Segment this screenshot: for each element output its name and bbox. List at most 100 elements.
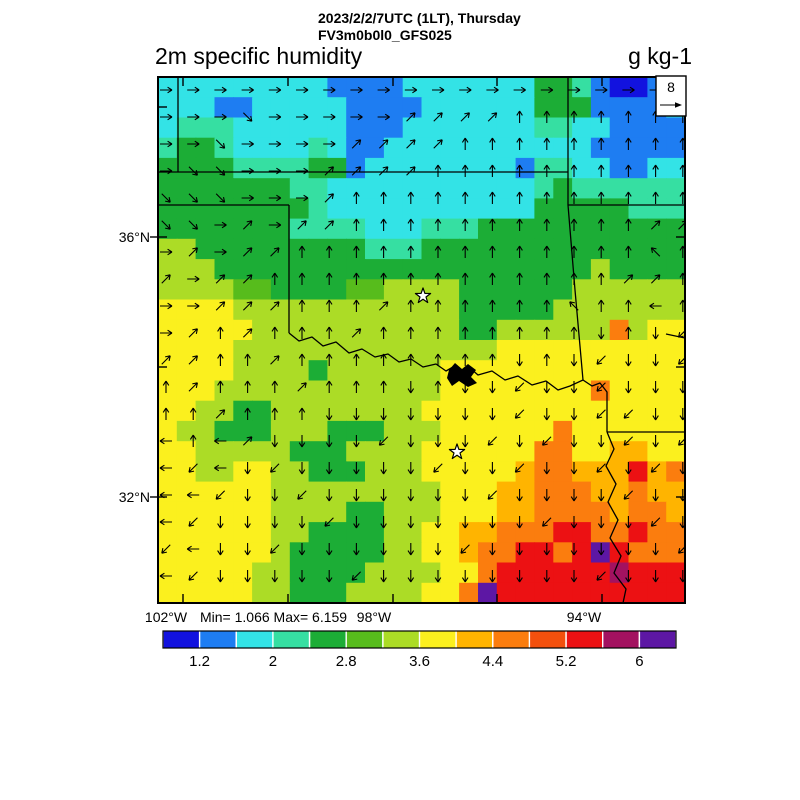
humidity-cell (496, 157, 517, 179)
humidity-cell (534, 481, 554, 503)
humidity-cell (628, 77, 648, 98)
colorbar-segment (346, 631, 383, 648)
tx-la-sabine-border (605, 431, 627, 603)
wind-arrow-icon (161, 355, 171, 365)
humidity-cell (459, 481, 479, 503)
humidity-cell (666, 198, 685, 220)
humidity-cell (440, 259, 460, 280)
humidity-cell (440, 198, 460, 220)
humidity-cell (647, 238, 667, 260)
humidity-cell (233, 238, 253, 260)
wind-arrow-icon (461, 272, 469, 285)
humidity-cell (572, 178, 592, 200)
wind-arrow-icon (325, 299, 333, 312)
humidity-cell (440, 77, 460, 98)
humidity-cell (553, 441, 573, 463)
humidity-cell (346, 562, 366, 584)
wind-arrow-icon (407, 435, 415, 448)
wind-arrow-icon (380, 489, 387, 502)
humidity-cell (158, 299, 178, 321)
humidity-cell (628, 582, 648, 603)
wind-arrow-icon (461, 326, 469, 339)
humidity-cell (270, 137, 291, 159)
humidity-cell (252, 582, 272, 603)
wind-arrow-icon (268, 113, 282, 121)
humidity-cell (647, 562, 667, 584)
humidity-cell (327, 97, 347, 119)
wind-arrow-icon (187, 113, 200, 121)
humidity-cell (609, 340, 630, 361)
humidity-cell (421, 461, 441, 483)
humidity-cell (647, 501, 667, 523)
humidity-cell (383, 461, 404, 483)
wind-arrow-icon (325, 353, 333, 366)
humidity-cell (176, 238, 197, 260)
wind-arrow-icon (407, 218, 415, 231)
humidity-cell (459, 582, 479, 603)
wind-arrow-icon (241, 167, 254, 175)
wind-arrow-icon (377, 113, 390, 121)
humidity-cell (628, 481, 648, 503)
wind-arrow-icon (489, 462, 496, 475)
wind-arrow-icon (596, 355, 606, 365)
humidity-cell (252, 238, 272, 260)
humidity-cell (515, 218, 536, 240)
humidity-cell (572, 77, 592, 98)
humidity-cell (270, 319, 291, 341)
model-title: FV3m0b0l0_GFS025 (318, 27, 452, 43)
humidity-cell (233, 198, 253, 220)
humidity-cell (572, 259, 592, 280)
humidity-cell (609, 77, 630, 98)
wind-arrow-icon (433, 139, 443, 149)
humidity-cell (195, 299, 216, 321)
wind-arrow-icon (244, 543, 251, 556)
humidity-cell (158, 461, 178, 483)
humidity-cell (496, 380, 517, 402)
humidity-cell (647, 400, 667, 422)
humidity-cell (383, 420, 404, 442)
wind-arrow-icon (325, 245, 333, 258)
wind-arrow-icon (433, 112, 443, 122)
humidity-cell (459, 97, 479, 119)
humidity-cell (252, 481, 272, 503)
wind-arrow-icon (325, 272, 333, 285)
humidity-cell (496, 259, 517, 280)
wind-arrow-icon (215, 409, 226, 419)
humidity-cell (572, 137, 592, 159)
humidity-cell (270, 380, 291, 402)
humidity-cell (195, 137, 216, 159)
wind-arrow-icon (298, 245, 306, 258)
humidity-cell (628, 198, 648, 220)
humidity-cell (553, 340, 573, 361)
humidity-cell (252, 299, 272, 321)
wind-arrow-icon (543, 462, 551, 475)
wind-arrow-icon (351, 328, 362, 338)
humidity-cell (515, 299, 536, 321)
wind-arrow-icon (188, 382, 198, 392)
humidity-cell (346, 137, 366, 159)
humidity-cell (365, 77, 385, 98)
humidity-cell (459, 319, 479, 341)
humidity-cell (158, 522, 178, 543)
wind-arrow-icon (298, 570, 306, 583)
humidity-cell (647, 137, 667, 159)
humidity-cell (158, 279, 178, 301)
humidity-cell (365, 279, 385, 301)
wind-arrow-icon (353, 408, 360, 421)
wind-arrow-icon (215, 166, 226, 176)
wind-arrow-icon (215, 193, 226, 203)
humidity-cell (609, 380, 630, 402)
humidity-cell (214, 380, 234, 402)
wind-arrow-icon (296, 167, 309, 175)
wind-arrow-icon (406, 139, 416, 149)
humidity-cell (252, 380, 272, 402)
humidity-cell (440, 97, 460, 119)
humidity-cell (252, 218, 272, 240)
humidity-cell (609, 157, 630, 179)
wind-arrow-icon (380, 326, 387, 339)
humidity-cell (308, 522, 329, 543)
humidity-cell (233, 259, 253, 280)
humidity-cell (609, 279, 630, 301)
humidity-cell (553, 501, 573, 523)
